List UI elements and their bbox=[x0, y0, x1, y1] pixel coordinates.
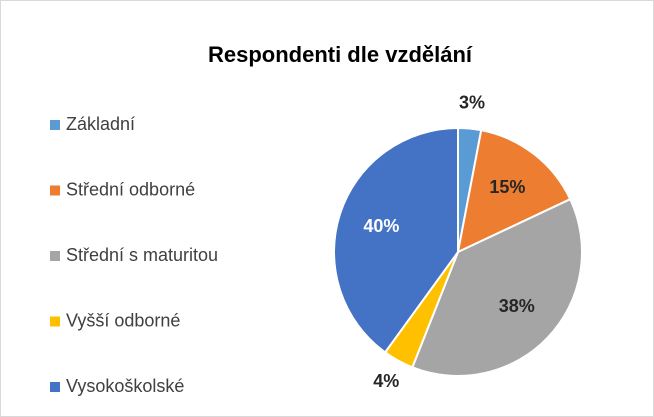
legend-swatch bbox=[50, 316, 60, 327]
data-label: 40% bbox=[363, 216, 399, 236]
legend-label: Střední odborné bbox=[66, 179, 195, 199]
legend-swatch bbox=[50, 382, 60, 392]
legend-label: Vyšší odborné bbox=[66, 310, 180, 330]
legend-swatch bbox=[50, 185, 60, 196]
data-label: 15% bbox=[489, 177, 525, 197]
data-label: 4% bbox=[373, 371, 399, 391]
data-label: 3% bbox=[459, 93, 485, 113]
data-label: 38% bbox=[499, 296, 535, 316]
legend-label: Vysokoškolské bbox=[66, 376, 184, 396]
legend-swatch bbox=[50, 251, 60, 261]
chart-title: Respondenti dle vzdělání bbox=[208, 42, 473, 67]
pie-slice bbox=[456, 129, 572, 254]
pie-slice bbox=[333, 126, 459, 354]
legend-swatch bbox=[50, 120, 60, 130]
pie-slice bbox=[411, 197, 583, 377]
legend-label: Základní bbox=[66, 114, 135, 134]
legend-label: Střední s maturitou bbox=[66, 245, 218, 265]
